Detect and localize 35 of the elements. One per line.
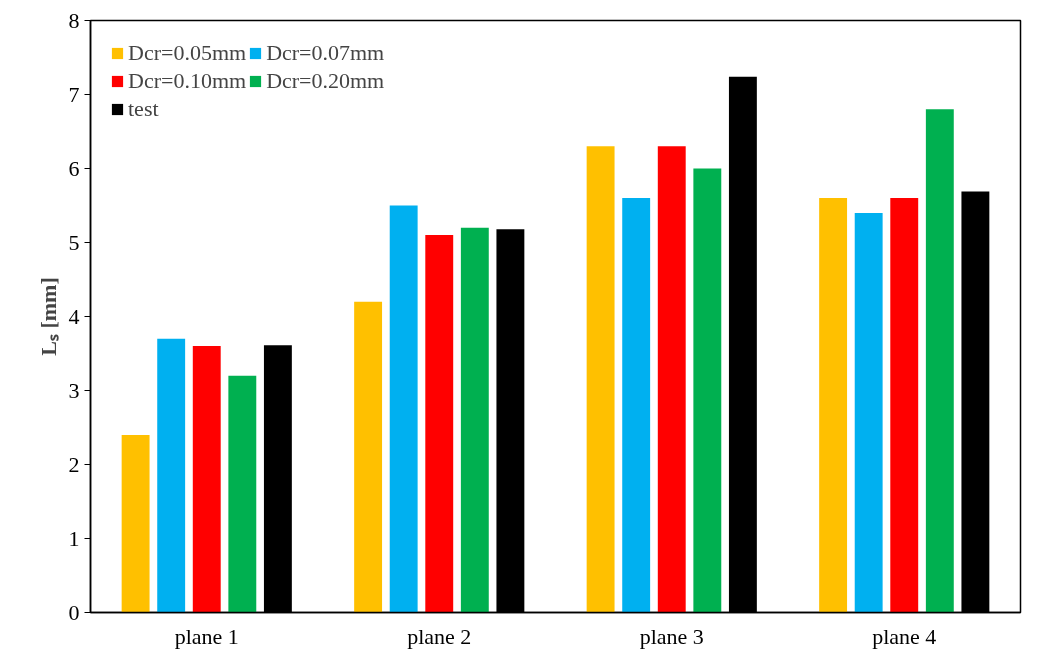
- bar: [693, 168, 722, 613]
- bar: [622, 198, 651, 613]
- y-axis-title: Lₛ [mm]: [35, 277, 61, 356]
- legend-label: Dcr=0.20mm: [266, 68, 385, 94]
- bar: [354, 301, 383, 613]
- legend-label: Dcr=0.07mm: [266, 40, 385, 66]
- bar: [890, 198, 919, 613]
- y-tick-label: 3: [68, 377, 80, 403]
- y-tick-label: 8: [68, 7, 80, 33]
- bar: [925, 109, 954, 613]
- x-tick-label: plane 2: [407, 623, 472, 649]
- bar: [657, 146, 686, 613]
- legend-label: Dcr=0.10mm: [128, 68, 247, 94]
- x-tick-label: plane 1: [174, 623, 239, 649]
- y-tick-label: 7: [68, 81, 80, 107]
- y-tick-label: 1: [68, 525, 80, 551]
- bar: [854, 212, 883, 613]
- x-tick-label: plane 4: [872, 623, 937, 649]
- y-tick-label: 4: [68, 303, 80, 329]
- bar: [460, 227, 489, 613]
- bar: [157, 338, 186, 613]
- bar: [192, 346, 221, 613]
- legend-label: Dcr=0.05mm: [128, 40, 247, 66]
- bar: [228, 375, 257, 613]
- y-tick-label: 5: [68, 229, 80, 255]
- legend-label: test: [128, 96, 159, 122]
- y-tick-label: 0: [68, 599, 80, 625]
- bar: [819, 198, 848, 613]
- y-tick-label: 2: [68, 451, 80, 477]
- bar: [121, 434, 150, 613]
- bar: [586, 146, 615, 613]
- y-tick-label: 6: [68, 155, 80, 181]
- x-tick-label: plane 3: [639, 623, 704, 649]
- bar: [425, 235, 454, 613]
- bar: [389, 205, 418, 613]
